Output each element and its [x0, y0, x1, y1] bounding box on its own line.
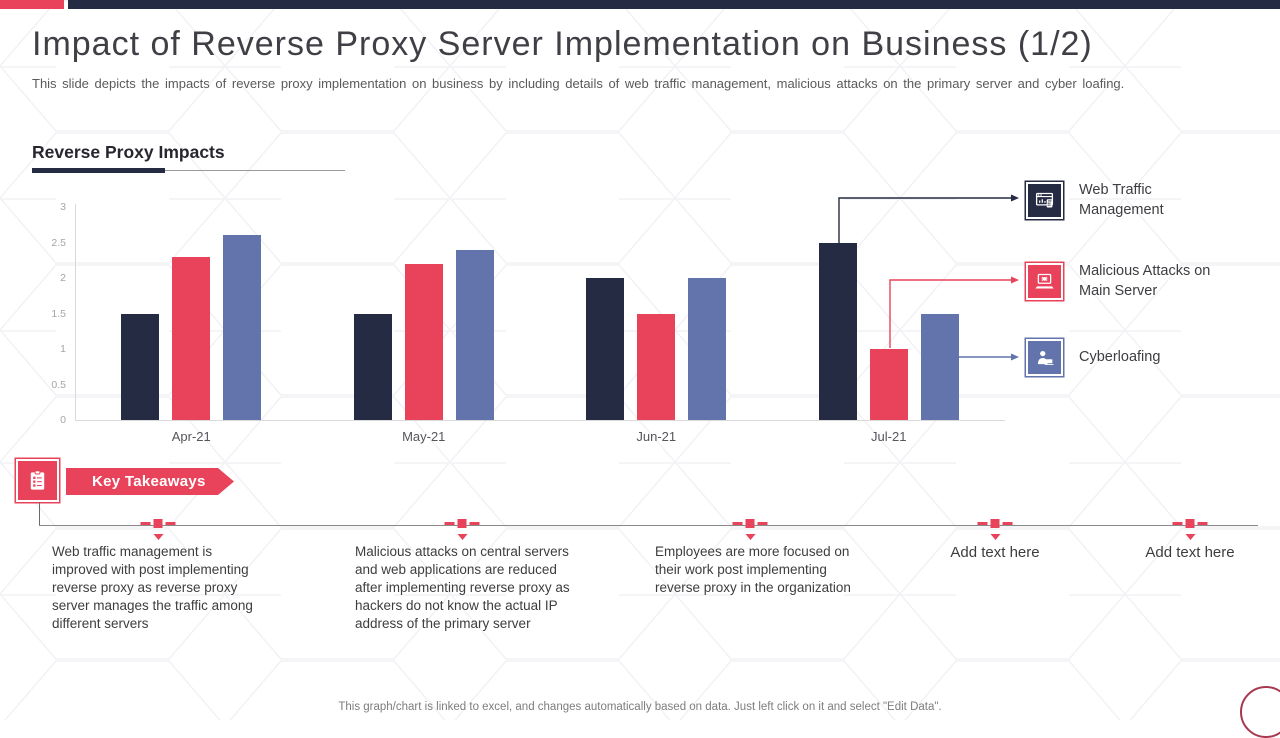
takeaway-text-malicious-attacks: Malicious attacks on central servers and…	[355, 544, 570, 632]
y-axis-tick-label: 1	[60, 343, 66, 355]
bar	[404, 263, 443, 420]
x-axis-category-label: Apr-21	[171, 429, 211, 444]
legend-item-cyberloafing: Cyberloafing	[1026, 339, 1219, 376]
x-axis-line	[75, 420, 1005, 421]
takeaway-placeholder-1[interactable]: Add text here	[950, 544, 1040, 561]
x-axis-category-label: Jun-21	[636, 429, 677, 444]
malicious-attack-icon	[1026, 263, 1063, 301]
page-subtitle: This slide depicts the impacts of revers…	[32, 76, 1125, 91]
timeline-marker	[1172, 519, 1208, 540]
top-accent-bar-navy	[68, 0, 1280, 9]
bar	[223, 235, 262, 420]
corner-circle-decoration	[1240, 686, 1280, 738]
bar	[920, 313, 959, 420]
heading-underline-rule	[165, 170, 345, 171]
timeline-marker	[140, 519, 176, 540]
timeline-marker	[444, 519, 480, 540]
timeline-marker	[977, 519, 1013, 540]
bar	[688, 278, 727, 420]
bar	[121, 313, 160, 420]
page-title: Impact of Reverse Proxy Server Implement…	[32, 25, 1093, 63]
bar	[818, 242, 857, 420]
timeline-marker	[732, 519, 768, 540]
key-takeaways-banner: Key Takeaways	[66, 468, 234, 495]
clipboard-icon	[16, 459, 59, 502]
bar	[172, 256, 211, 420]
y-axis-line	[75, 204, 76, 421]
legend-label: Malicious Attacks on Main Server	[1079, 263, 1211, 299]
y-axis-tick-label: 0.5	[51, 378, 66, 391]
takeaway-text-employees: Employees are more focused on their work…	[655, 544, 851, 596]
takeaways-connector-line	[39, 502, 40, 525]
takeaway-text-web-traffic: Web traffic management is improved with …	[52, 544, 253, 632]
heading-underline-accent	[32, 168, 165, 173]
y-axis-tick-label: 2.5	[51, 236, 66, 249]
bar	[586, 278, 625, 420]
legend-label: Web Traffic Management	[1079, 182, 1164, 218]
y-axis-tick-label: 3	[60, 201, 66, 213]
bar	[869, 349, 908, 420]
legend-label: Cyberloafing	[1079, 348, 1161, 365]
bar	[455, 249, 494, 420]
legend-item-malicious-attacks: Malicious Attacks on Main Server	[1026, 262, 1219, 301]
y-axis-tick-label: 1.5	[51, 307, 66, 320]
bar	[353, 313, 392, 420]
y-axis-tick-label: 2	[60, 272, 66, 284]
x-axis-category-label: May-21	[402, 429, 446, 444]
footer-note: This graph/chart is linked to excel, and…	[338, 701, 942, 713]
chart-section-heading: Reverse Proxy Impacts	[32, 142, 225, 162]
cyberloafing-icon	[1026, 339, 1063, 376]
top-accent-bar-red	[0, 0, 64, 9]
legend-item-web-traffic: Web Traffic Management	[1026, 181, 1219, 220]
web-traffic-icon	[1026, 182, 1063, 220]
bar	[637, 313, 676, 420]
takeaway-placeholder-2[interactable]: Add text here	[1145, 544, 1235, 561]
bar-chart[interactable]: 3 2.5 2 1.5 1 0.5 0 Apr-21 May-21 Jun-21 Jul-21	[0, 180, 1020, 450]
x-axis-category-label: Jul-21	[871, 429, 907, 444]
takeaways-timeline	[39, 525, 1258, 526]
y-axis-tick-label: 0	[60, 414, 66, 426]
